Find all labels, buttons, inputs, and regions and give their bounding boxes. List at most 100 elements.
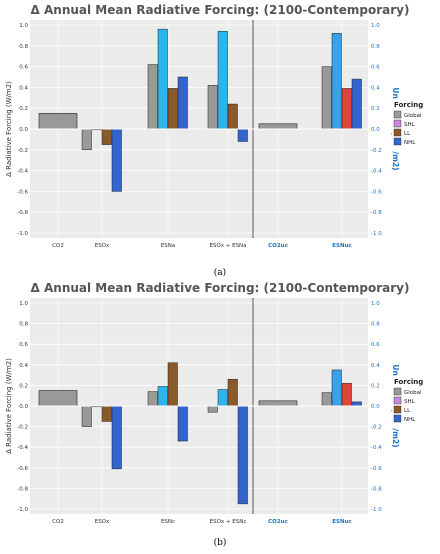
bar-ll (101, 128, 112, 145)
y-tick-label: 1.0 (19, 301, 28, 307)
bar-global (81, 128, 92, 151)
bar-global (147, 391, 158, 407)
bar-ll (227, 103, 238, 130)
y-tick-label: -1.0 (17, 231, 28, 237)
y-tick-label-right: -0.8 (371, 210, 382, 216)
y-tick-label: -0.6 (17, 466, 28, 472)
bar-shl (331, 369, 342, 407)
bar-nhl (111, 405, 122, 470)
y-tick-label-right: 0.8 (371, 322, 380, 328)
y-tick-label-right: 1.0 (371, 301, 380, 307)
x-tick-label: CO2uc (268, 243, 288, 249)
y-tick-label: 0.6 (19, 65, 28, 71)
x-tick-label: ESOx (95, 519, 110, 525)
legend-label-shl: SHL (404, 122, 416, 128)
legend-title: Forcing (394, 101, 423, 109)
legend-swatch-shl (393, 396, 402, 405)
x-tick-label: CO2uc (268, 519, 288, 525)
legend-swatch-ll (393, 128, 402, 137)
y-tick-label: -0.8 (17, 486, 28, 492)
y-tick-label-right: 0.2 (371, 106, 380, 112)
y-tick-label-right: -0.2 (371, 425, 382, 431)
y-tick-label-right: 1.0 (371, 23, 380, 29)
legend-label-nhl: NHL (404, 140, 416, 146)
legend-label-ll: LL (404, 131, 411, 137)
bar-shl (217, 30, 228, 130)
y-tick-label: 0.2 (19, 106, 28, 112)
bar-global (207, 405, 218, 413)
x-tick-label: ESOx + ESNa (209, 243, 246, 249)
y-tick-label-right: -0.6 (371, 189, 382, 195)
bar-nhl (237, 128, 248, 142)
x-tick-label: ESNc (161, 519, 175, 525)
bar-nhl (177, 405, 188, 442)
bar-nhl (177, 76, 188, 130)
bar-global (321, 66, 332, 130)
legend-label-nhl: NHL (404, 417, 416, 423)
y-tick-label-right: 0.0 (371, 127, 380, 133)
chart-title: Δ Annual Mean Radiative Forcing: (2100-C… (31, 281, 410, 295)
y-tick-label: 0.0 (19, 404, 28, 410)
y-tick-label-right: 0.6 (371, 342, 380, 348)
y-tick-label-right: -0.4 (371, 445, 382, 451)
y-tick-label: -0.4 (17, 169, 28, 175)
legend-label-global: Global (404, 390, 422, 396)
y-tick-label: 0.4 (19, 363, 28, 369)
bar-shl (157, 386, 168, 407)
y-tick-label-right: -1.0 (371, 231, 382, 237)
bar-global (38, 113, 78, 130)
bar-global (38, 390, 78, 407)
bar-global (207, 85, 218, 130)
x-tick-label: CO2 (52, 243, 64, 249)
legend-swatch-global (393, 387, 402, 396)
x-tick-label: ESNuc (332, 243, 352, 249)
y-tick-label-right: 0.6 (371, 65, 380, 71)
y-axis-label: Δ Radiative Forcing (W/m2) (5, 358, 13, 454)
bar-nhl (351, 401, 362, 407)
y-tick-label-right: 0.4 (371, 85, 380, 91)
figure-caption: (a) (214, 267, 226, 278)
bar-ll (167, 362, 178, 407)
y-tick-label-right: -0.8 (371, 486, 382, 492)
y-tick-label-right: -1.0 (371, 507, 382, 513)
bar-ll (341, 383, 352, 407)
y-tick-label-right: 0.2 (371, 383, 380, 389)
bar-global (258, 400, 298, 407)
bar-global (81, 405, 92, 427)
chart-marks: 1.0 1.0 0.8 0.8 0.6 0.6 0.4 0.4 0.2 0.2 0.0 0.0 -0.2… (17, 298, 436, 525)
bar-global (321, 392, 332, 407)
legend-swatch-ll (393, 405, 402, 414)
y-tick-label: -0.2 (17, 425, 28, 431)
bar-shl (331, 33, 342, 130)
y-tick-label: 0.0 (19, 127, 28, 133)
y-tick-label: -0.4 (17, 445, 28, 451)
y-tick-label: -0.2 (17, 148, 28, 154)
bar-nhl (351, 78, 362, 130)
legend-label-global: Global (404, 113, 422, 119)
y-tick-label-right: 0.4 (371, 363, 380, 369)
bar-shl (217, 389, 228, 407)
bar-shl (157, 28, 168, 130)
legend-swatch-global (393, 110, 402, 119)
chart-panel-a: Δ Annual Mean Radiative Forcing: (2100-C… (5, 3, 424, 278)
x-tick-label: ESNa (161, 243, 175, 249)
y-tick-label: -0.8 (17, 210, 28, 216)
y-tick-label: 0.4 (19, 85, 28, 91)
chart-panel-b: Δ Annual Mean Radiative Forcing: (2100-C… (5, 281, 436, 548)
y-tick-label: -0.6 (17, 189, 28, 195)
bar-ll (167, 88, 178, 130)
y-tick-label: 1.0 (19, 23, 28, 29)
x-tick-label: ESOx (95, 243, 110, 249)
y-tick-label-right: 0.8 (371, 44, 380, 50)
bar-global (258, 123, 298, 130)
y-tick-label: 0.6 (19, 342, 28, 348)
legend-swatch-shl (393, 119, 402, 128)
y-tick-label-right: -0.4 (371, 169, 382, 175)
legend-swatch-nhl (393, 137, 402, 146)
x-tick-label: ESNuc (332, 519, 352, 525)
bar-global (147, 64, 158, 130)
y-tick-label: 0.8 (19, 44, 28, 50)
bar-ll (101, 405, 112, 422)
legend-title: Forcing (394, 378, 423, 386)
